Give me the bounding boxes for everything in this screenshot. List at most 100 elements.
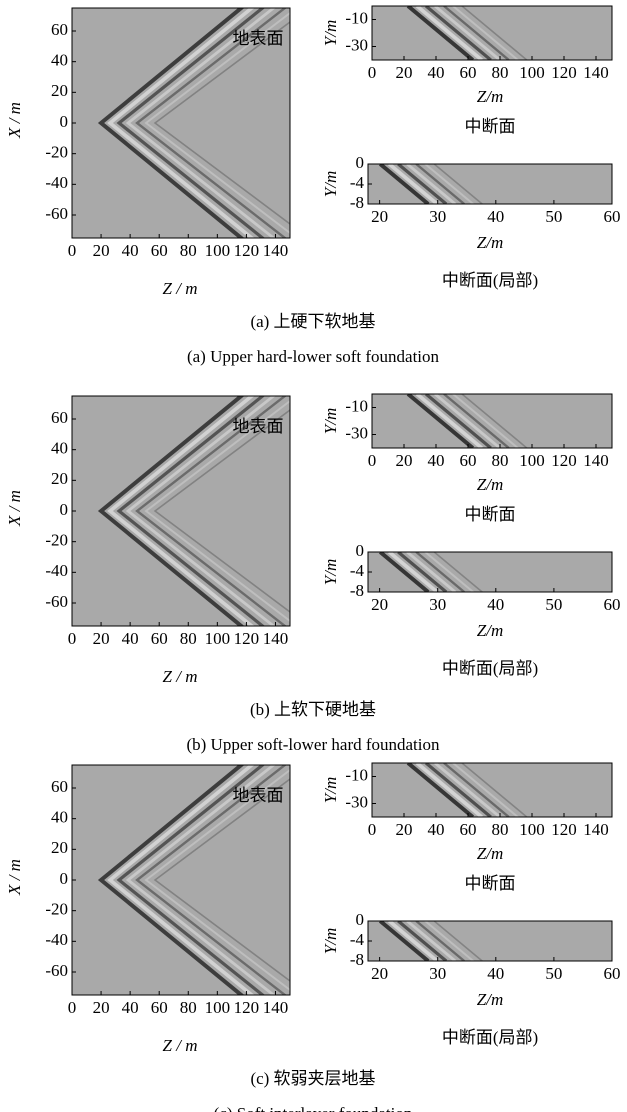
panel-caption: 中断面 — [465, 874, 516, 893]
x-tick-label: 80 — [492, 63, 509, 82]
x-tick-label: 120 — [551, 63, 577, 82]
x-tick-label: 50 — [545, 595, 562, 614]
y-tick-label: 0 — [356, 153, 365, 172]
y-tick-label: 60 — [51, 20, 68, 39]
x-tick-label: 0 — [368, 820, 377, 839]
x-tick-label: 120 — [551, 820, 577, 839]
panel-caption: 中断面(局部) — [442, 271, 538, 290]
y-axis-label: X / m — [5, 102, 24, 139]
x-tick-label: 50 — [545, 207, 562, 226]
x-tick-label: 20 — [371, 964, 388, 983]
y-tick-label: 0 — [356, 541, 365, 560]
y-tick-label: -20 — [45, 531, 68, 550]
x-tick-label: 80 — [180, 629, 197, 648]
caption-english: (c) Soft interlayer foundation — [214, 1104, 413, 1112]
y-tick-label: 0 — [60, 500, 69, 519]
x-tick-label: 60 — [151, 998, 168, 1017]
x-tick-label: 140 — [583, 820, 609, 839]
x-tick-label: 0 — [68, 241, 77, 260]
y-axis-label: Y/m — [321, 408, 340, 434]
x-tick-label: 60 — [604, 207, 621, 226]
y-tick-label: -40 — [45, 561, 68, 580]
x-tick-label: 60 — [151, 241, 168, 260]
y-tick-label: 60 — [51, 408, 68, 427]
caption-english: (a) Upper hard-lower soft foundation — [187, 347, 440, 366]
x-tick-label: 60 — [604, 964, 621, 983]
x-tick-label: 50 — [545, 964, 562, 983]
panel-label: 地表面 — [233, 786, 284, 805]
x-tick-label: 40 — [122, 629, 139, 648]
y-tick-label: -60 — [45, 961, 68, 980]
x-tick-label: 100 — [519, 63, 545, 82]
y-tick-label: -60 — [45, 592, 68, 611]
x-tick-label: 20 — [371, 595, 388, 614]
x-tick-label: 30 — [429, 207, 446, 226]
x-tick-label: 120 — [234, 241, 260, 260]
x-tick-label: 0 — [368, 63, 377, 82]
x-tick-label: 140 — [263, 629, 289, 648]
x-tick-label: 60 — [604, 595, 621, 614]
y-tick-label: 20 — [51, 81, 68, 100]
caption-english: (b) Upper soft-lower hard foundation — [186, 735, 440, 754]
y-tick-label: 40 — [51, 808, 68, 827]
panel-label: 地表面 — [233, 29, 284, 48]
x-axis-label: Z / m — [163, 667, 198, 686]
y-axis-label: Y/m — [321, 171, 340, 197]
caption-chinese: (a) 上硬下软地基 — [250, 312, 375, 331]
y-tick-label: 0 — [60, 112, 69, 131]
y-axis-label: Y/m — [321, 777, 340, 803]
y-tick-label: 40 — [51, 439, 68, 458]
x-axis-label: Z/m — [477, 990, 503, 1009]
y-tick-label: -4 — [350, 930, 365, 949]
x-tick-label: 140 — [583, 63, 609, 82]
x-tick-label: 20 — [396, 63, 413, 82]
x-tick-label: 20 — [396, 820, 413, 839]
y-tick-label: -20 — [45, 900, 68, 919]
x-axis-label: Z / m — [163, 279, 198, 298]
y-tick-label: -40 — [45, 930, 68, 949]
x-tick-label: 100 — [519, 820, 545, 839]
y-axis-label: Y/m — [321, 20, 340, 46]
panel-caption: 中断面 — [465, 505, 516, 524]
panel-caption: 中断面(局部) — [442, 1028, 538, 1047]
y-tick-label: -10 — [345, 8, 368, 27]
x-tick-label: 20 — [371, 207, 388, 226]
x-tick-label: 80 — [180, 998, 197, 1017]
y-tick-label: -10 — [345, 765, 368, 784]
x-tick-label: 60 — [460, 451, 477, 470]
x-tick-label: 140 — [263, 998, 289, 1017]
panel-caption: 中断面 — [465, 117, 516, 136]
x-tick-label: 30 — [429, 964, 446, 983]
y-tick-label: -30 — [345, 792, 368, 811]
x-tick-label: 40 — [487, 207, 504, 226]
caption-chinese: (c) 软弱夹层地基 — [250, 1069, 375, 1088]
x-tick-label: 20 — [396, 451, 413, 470]
y-tick-label: 20 — [51, 469, 68, 488]
y-tick-label: -8 — [350, 950, 364, 969]
x-tick-label: 40 — [487, 964, 504, 983]
x-tick-label: 30 — [429, 595, 446, 614]
x-tick-label: 0 — [368, 451, 377, 470]
x-tick-label: 40 — [428, 820, 445, 839]
x-axis-label: Z/m — [477, 844, 503, 863]
x-tick-label: 40 — [487, 595, 504, 614]
x-axis-label: Z/m — [477, 475, 503, 494]
x-tick-label: 40 — [122, 998, 139, 1017]
y-tick-label: 60 — [51, 777, 68, 796]
x-tick-label: 100 — [205, 241, 231, 260]
x-tick-label: 40 — [428, 451, 445, 470]
x-tick-label: 140 — [583, 451, 609, 470]
x-tick-label: 60 — [151, 629, 168, 648]
x-tick-label: 0 — [68, 998, 77, 1017]
x-tick-label: 120 — [234, 629, 260, 648]
y-tick-label: -8 — [350, 193, 364, 212]
x-tick-label: 80 — [180, 241, 197, 260]
y-tick-label: 0 — [356, 910, 365, 929]
figure: 0204060801001201406040200-20-40-60Z / mX… — [0, 0, 627, 1112]
x-axis-label: Z/m — [477, 87, 503, 106]
y-tick-label: -10 — [345, 396, 368, 415]
x-tick-label: 140 — [263, 241, 289, 260]
y-axis-label: X / m — [5, 490, 24, 527]
y-tick-label: -30 — [345, 423, 368, 442]
x-axis-label: Z / m — [163, 1036, 198, 1055]
